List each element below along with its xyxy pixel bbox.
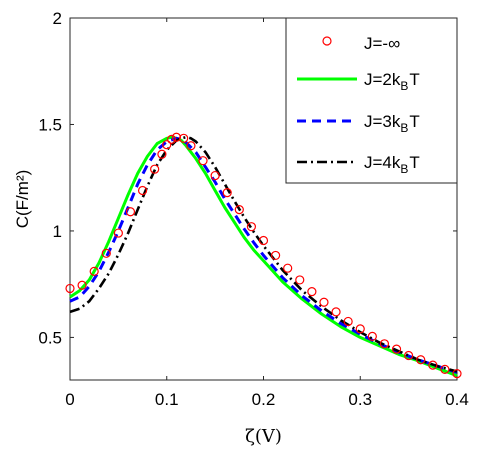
data-point (440, 364, 450, 374)
x-tick-label: 0.1 (155, 390, 179, 409)
data-point (295, 275, 305, 285)
data-point (198, 156, 208, 166)
data-point (166, 134, 177, 144)
data-point (331, 307, 341, 317)
series-line-2 (69, 135, 458, 378)
y-tick-label: 2 (53, 9, 62, 28)
x-tick-label: 0.4 (445, 390, 469, 409)
y-tick-label: 1 (53, 222, 62, 241)
legend-label: J=3kBT (364, 112, 420, 135)
data-point (179, 133, 189, 143)
data-point (246, 222, 257, 232)
data-point (283, 263, 293, 273)
y-axis-label: C(F/m²) (13, 170, 32, 229)
data-point (367, 331, 377, 341)
data-point (391, 344, 402, 354)
data-point (150, 164, 160, 174)
data-point (101, 248, 111, 258)
data-point (452, 369, 462, 379)
legend-label-main: J=3k (364, 112, 401, 131)
data-point (258, 235, 269, 246)
legend-label-tail: T (409, 70, 419, 89)
series-layer (65, 132, 462, 379)
data-point (65, 283, 75, 294)
data-point (171, 132, 182, 142)
legend-box (285, 17, 458, 184)
x-tick-label: 0 (65, 390, 74, 409)
data-point (428, 360, 438, 370)
legend-label-tail: T (409, 112, 419, 131)
data-point (404, 350, 414, 361)
data-point (89, 266, 99, 276)
y-tick-label: 0.5 (38, 328, 62, 347)
data-point (210, 170, 220, 181)
data-point (270, 250, 281, 261)
data-point (186, 141, 196, 151)
data-point (157, 149, 167, 159)
data-point (355, 324, 365, 334)
data-point (77, 280, 87, 290)
series-line-3 (69, 136, 458, 374)
data-point (379, 339, 390, 349)
legend-label-subscript: B (400, 79, 408, 93)
data-point (234, 205, 244, 215)
data-point (162, 140, 172, 150)
legend-label-subscript: B (400, 121, 408, 135)
x-tick-label: 0.3 (348, 390, 372, 409)
legend-label: J=4kBT (364, 153, 420, 176)
data-point (113, 228, 123, 238)
data-point (307, 287, 317, 297)
legend-label-subscript: B (400, 162, 408, 176)
data-point (222, 188, 232, 198)
legend-label-main: J=4k (364, 153, 401, 172)
x-axis-ticks: 0 0.1 0.2 0.3 0.4 (65, 18, 469, 409)
series-line-4 (69, 135, 458, 373)
legend-label-tail: T (409, 153, 419, 172)
data-point (137, 185, 148, 196)
legend-label-main: J=2k (364, 70, 401, 89)
data-point (416, 355, 426, 365)
x-axis-label: ζ(V) (245, 426, 282, 447)
legend-label: J=2kBT (364, 70, 420, 93)
y-axis-ticks: 0.5 1 1.5 2 (38, 9, 457, 347)
legend-marker (322, 36, 332, 46)
data-point (319, 297, 329, 307)
x-tick-label: 0.2 (252, 390, 276, 409)
y-tick-label: 1.5 (38, 115, 62, 134)
data-point (125, 207, 136, 217)
legend-label: J=-∞ (364, 34, 400, 53)
data-point (343, 316, 353, 327)
